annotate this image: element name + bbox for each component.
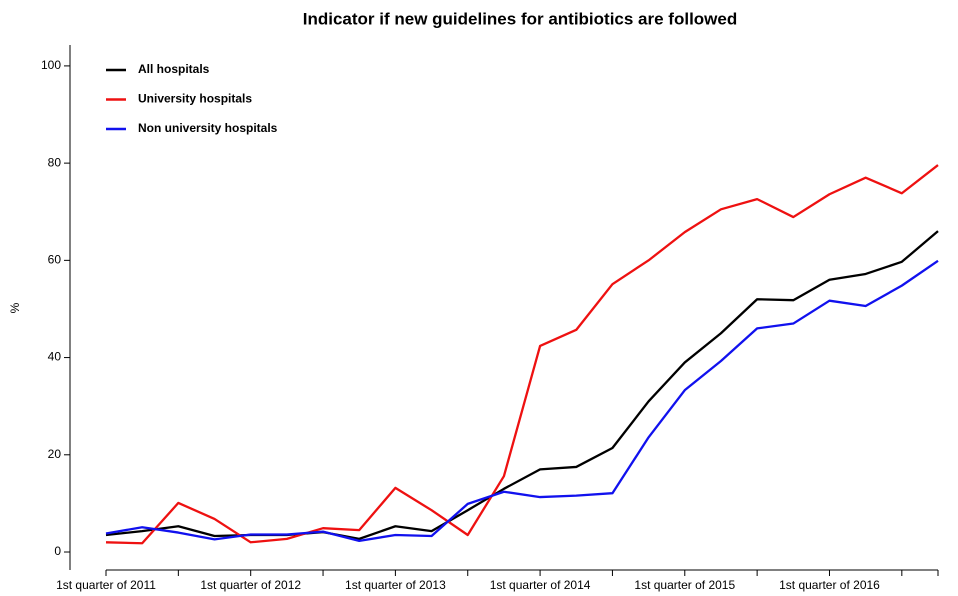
y-tick-label: 100 — [41, 58, 61, 72]
x-tick-label: 1st quarter of 2012 — [200, 578, 301, 592]
y-tick-label: 0 — [54, 544, 61, 558]
x-tick-label: 1st quarter of 2013 — [345, 578, 446, 592]
series-line — [105, 164, 939, 545]
legend-label: University hospitals — [138, 92, 252, 106]
x-tick-label: 1st quarter of 2011 — [56, 578, 156, 592]
y-axis-label: % — [8, 302, 22, 313]
legend-label: All hospitals — [138, 62, 210, 76]
y-tick-label: 80 — [48, 155, 62, 169]
legend-label: Non university hospitals — [138, 121, 278, 135]
x-tick-label: 1st quarter of 2015 — [634, 578, 735, 592]
y-tick-label: 20 — [48, 447, 62, 461]
y-tick-label: 60 — [48, 253, 62, 267]
chart-title: Indicator if new guidelines for antibiot… — [303, 9, 738, 28]
series-line — [105, 259, 939, 542]
series-line — [105, 230, 939, 541]
x-tick-label: 1st quarter of 2014 — [490, 578, 591, 592]
y-tick-label: 40 — [48, 350, 62, 364]
x-tick-label: 1st quarter of 2016 — [779, 578, 880, 592]
